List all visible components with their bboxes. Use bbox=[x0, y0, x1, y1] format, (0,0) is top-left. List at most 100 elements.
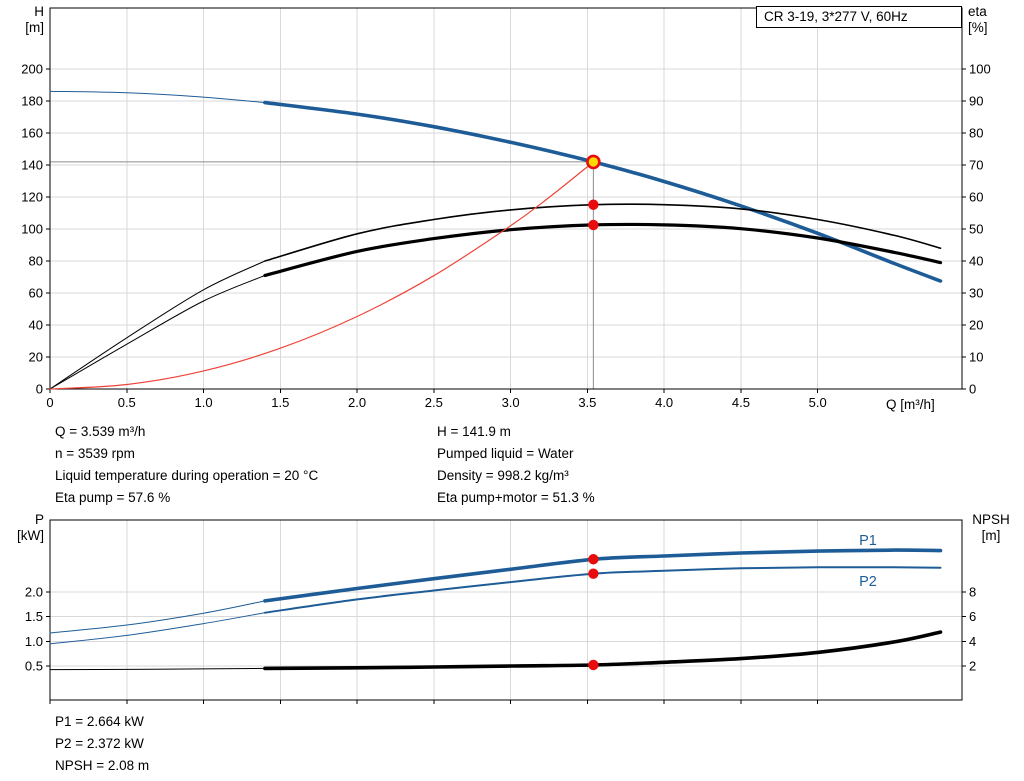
eta-pump-low-flow-curve bbox=[49, 260, 266, 390]
npsh-axis-label-unit: [m] bbox=[981, 528, 1001, 543]
npsh-low-flow-curve bbox=[49, 667, 266, 671]
x-tick-label: 3.0 bbox=[502, 395, 520, 410]
y-right-tick-label: 100 bbox=[969, 62, 991, 77]
npsh-axis-label-symbol: NPSH bbox=[972, 512, 1010, 527]
y-left-tick-label: 1.5 bbox=[25, 609, 43, 624]
p-axis-label-unit: [kW] bbox=[17, 528, 44, 543]
y-left-tick-label: 20 bbox=[29, 349, 43, 364]
y-left-tick-label: 160 bbox=[21, 125, 43, 140]
y-left-tick-label: 80 bbox=[29, 253, 43, 268]
eta-pump-motor-low-flow-curve bbox=[49, 274, 266, 390]
eta-axis-label: eta [%] bbox=[968, 4, 1018, 36]
y-right-tick-label: 2 bbox=[969, 658, 976, 673]
eta-pump-point bbox=[588, 199, 599, 210]
y-right-tick-label: 0 bbox=[969, 382, 976, 397]
y-left-tick-label: 120 bbox=[21, 189, 43, 204]
y-right-tick-label: 90 bbox=[969, 94, 983, 109]
p2-low-flow-curve bbox=[49, 612, 266, 645]
plot-frame bbox=[49, 7, 963, 390]
h-axis-label-symbol: H bbox=[34, 4, 44, 19]
x-tick-label: 1.0 bbox=[194, 395, 212, 410]
p-axis-label-symbol: P bbox=[34, 512, 44, 527]
y-right-tick-label: 30 bbox=[969, 286, 983, 301]
system-curve-curve bbox=[49, 161, 594, 390]
p-axis-label: P [kW] bbox=[2, 512, 44, 544]
info-liquid-temperature: Liquid temperature during operation = 20… bbox=[55, 468, 319, 483]
info-pumped-liquid: Pumped liquid = Water bbox=[437, 446, 574, 461]
y-left-tick-label: 140 bbox=[21, 157, 43, 172]
x-tick-label: 4.5 bbox=[732, 395, 750, 410]
info-p2: P2 = 2.372 kW bbox=[55, 736, 144, 751]
plot-frame bbox=[49, 519, 963, 701]
info-density: Density = 998.2 kg/m³ bbox=[437, 468, 569, 483]
x-tick-label: 0 bbox=[46, 395, 53, 410]
p1-low-flow-curve bbox=[49, 600, 266, 634]
qh-eta-chart: 0 20 40 60 80 100 120 140 160 180 200 0 10 20 30 40 50 60… bbox=[21, 7, 991, 410]
info-speed: n = 3539 rpm bbox=[55, 446, 135, 461]
eta-axis-label-unit: [%] bbox=[968, 20, 988, 35]
y-right-tick-label: 4 bbox=[969, 634, 976, 649]
info-eta-pump-motor: Eta pump+motor = 51.3 % bbox=[437, 490, 595, 505]
x-tick-label: 0.5 bbox=[118, 395, 136, 410]
q-axis-label: Q [m³/h] bbox=[886, 397, 935, 412]
x-tick-label: 1.5 bbox=[271, 395, 289, 410]
x-tick-label: 5.0 bbox=[809, 395, 827, 410]
h-curve bbox=[263, 100, 943, 283]
info-flow: Q = 3.539 m³/h bbox=[55, 424, 146, 439]
y-left-tick-label: 2.0 bbox=[25, 585, 43, 600]
eta-pump-motor-curve bbox=[263, 222, 943, 278]
p1-point bbox=[588, 554, 599, 565]
p1-curve bbox=[263, 548, 943, 603]
y-right-tick-label: 50 bbox=[969, 222, 983, 237]
power-npsh-chart: 0.5 1.0 1.5 2.0 2 4 6 8 P1 P2 bbox=[25, 519, 976, 704]
series-label-p1: P1 bbox=[859, 533, 877, 549]
y-left-tick-label: 1.0 bbox=[25, 634, 43, 649]
info-npsh: NPSH = 2.08 m bbox=[55, 758, 150, 773]
y-right-tick-label: 10 bbox=[969, 350, 983, 365]
y-left-tick-label: 180 bbox=[21, 93, 43, 108]
x-tick-label: 2.0 bbox=[348, 395, 366, 410]
y-left-tick-label: 40 bbox=[29, 317, 43, 332]
y-right-tick-label: 20 bbox=[969, 318, 983, 333]
y-left-tick-label: 60 bbox=[29, 285, 43, 300]
pump-model-legend: CR 3-19, 3*277 V, 60Hz bbox=[756, 6, 962, 28]
y-right-tick-label: 60 bbox=[969, 190, 983, 205]
h-axis-label: H [m] bbox=[4, 4, 44, 36]
eta-axis-label-symbol: eta bbox=[968, 4, 987, 19]
y-left-tick-label: 0 bbox=[36, 382, 43, 397]
y-right-tick-label: 40 bbox=[969, 254, 983, 269]
p2-point bbox=[588, 568, 599, 579]
p2-curve bbox=[263, 566, 942, 614]
y-left-tick-label: 200 bbox=[21, 61, 43, 76]
eta-pump-motor-point bbox=[588, 219, 599, 231]
h-low-flow-curve bbox=[49, 90, 281, 105]
y-right-tick-label: 70 bbox=[969, 158, 983, 173]
x-tick-label: 3.5 bbox=[578, 395, 596, 410]
series-label-p2: P2 bbox=[859, 574, 877, 590]
y-right-tick-label: 80 bbox=[969, 126, 983, 141]
axis-ticks: 0.5 1.0 1.5 2.0 2 4 6 8 bbox=[25, 585, 976, 704]
npsh-curve bbox=[263, 630, 943, 671]
npsh-point bbox=[588, 659, 599, 671]
npsh-axis-label: NPSH [m] bbox=[964, 512, 1018, 544]
x-tick-label: 4.0 bbox=[655, 395, 673, 410]
duty-point-marker bbox=[586, 154, 601, 170]
info-eta-pump: Eta pump = 57.6 % bbox=[55, 490, 171, 505]
duty-crosshair bbox=[50, 161, 594, 389]
grid bbox=[50, 8, 962, 389]
h-axis-label-unit: [m] bbox=[25, 20, 44, 35]
duty-info-left-column: Q = 3.539 m³/h n = 3539 rpm Liquid tempe… bbox=[55, 421, 318, 509]
y-right-tick-label: 6 bbox=[969, 609, 976, 624]
power-info-column: P1 = 2.664 kW P2 = 2.372 kW NPSH = 2.08 … bbox=[55, 711, 149, 777]
eta-pump-curve bbox=[264, 203, 942, 262]
axis-ticks: 0 20 40 60 80 100 120 140 160 180 200 0 10 20 30 40 50 60… bbox=[21, 61, 990, 410]
y-left-tick-label: 0.5 bbox=[25, 658, 43, 673]
duty-info-right-column: H = 141.9 m Pumped liquid = Water Densit… bbox=[437, 421, 595, 509]
x-tick-label: 2.5 bbox=[425, 395, 443, 410]
y-right-tick-label: 8 bbox=[969, 585, 976, 600]
info-p1: P1 = 2.664 kW bbox=[55, 714, 144, 729]
y-left-tick-label: 100 bbox=[21, 221, 43, 236]
info-head: H = 141.9 m bbox=[437, 424, 511, 439]
